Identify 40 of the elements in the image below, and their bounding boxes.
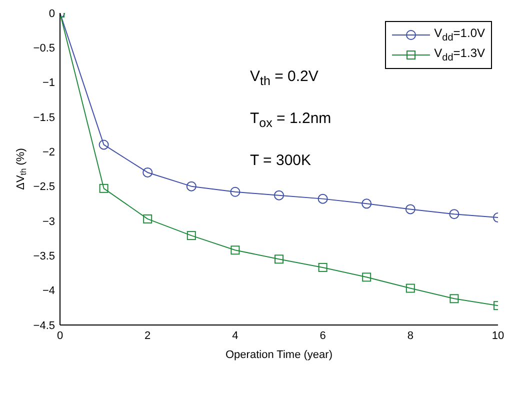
point xyxy=(98,140,109,150)
point xyxy=(230,246,240,255)
y-tick-label: −3 xyxy=(42,216,55,228)
point xyxy=(362,198,372,209)
point xyxy=(142,167,153,178)
legend-label: V$_{dd}$=1.0V xyxy=(434,26,485,44)
annotation: T = 300K xyxy=(250,152,312,169)
x-axis-title: Operation Time (year) xyxy=(226,349,332,361)
point xyxy=(318,194,328,204)
point xyxy=(186,181,196,192)
point xyxy=(186,231,196,240)
y-tick-label: −2 xyxy=(42,146,55,159)
point xyxy=(362,272,372,282)
point xyxy=(274,254,284,264)
point xyxy=(449,209,460,220)
x-tick-label: 6 xyxy=(320,330,326,342)
y-tick-label: −0.5 xyxy=(33,42,55,55)
x-tick-label: 2 xyxy=(144,330,151,342)
annotation: V$_{th}$ = 0.2V xyxy=(250,68,318,88)
y-tick-label: −3.5 xyxy=(33,250,55,263)
point xyxy=(143,214,152,224)
point xyxy=(99,184,108,193)
point xyxy=(450,294,459,304)
legend-label: V$_{dd}$=1.3V xyxy=(434,46,485,64)
x-tick-label: 10 xyxy=(492,330,504,342)
point xyxy=(406,284,415,293)
y-tick-label: 0 xyxy=(48,8,55,20)
y-tick-label: −1.5 xyxy=(33,112,55,124)
x-tick-label: 4 xyxy=(232,330,238,342)
y-tick-label: −2.5 xyxy=(33,181,55,194)
y-tick-label: −1 xyxy=(42,77,55,90)
point xyxy=(405,204,416,214)
point xyxy=(230,186,240,197)
y-tick-label: −4.5 xyxy=(33,320,55,332)
y-tick-label: −4 xyxy=(42,285,55,298)
x-tick-label: 0 xyxy=(56,330,64,342)
point xyxy=(274,190,284,200)
x-tick-label: 8 xyxy=(407,330,414,342)
point xyxy=(318,262,328,272)
annotation: T$_{ox}$ = 1.2nm xyxy=(250,110,332,130)
